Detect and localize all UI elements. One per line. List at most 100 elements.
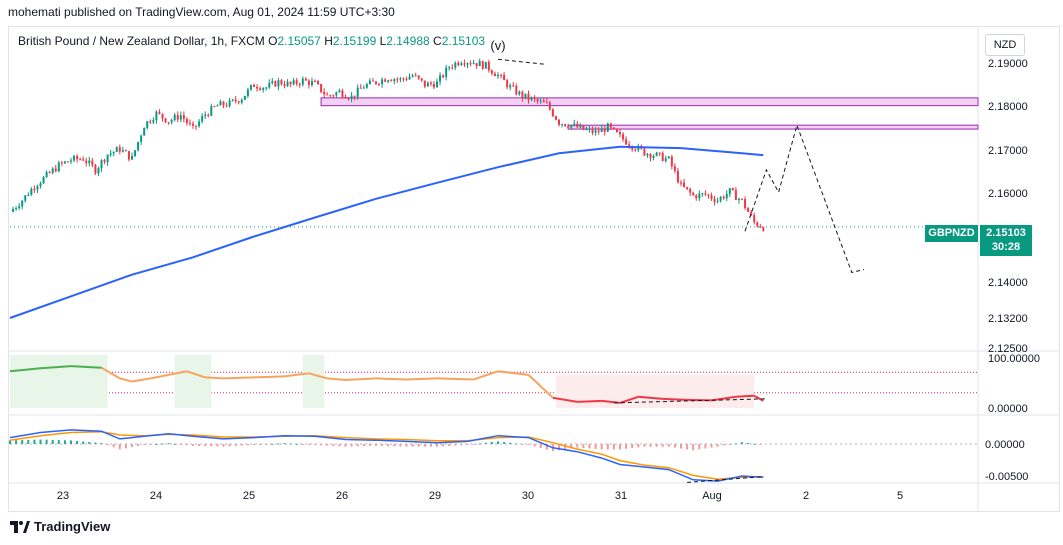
macd-histogram-bar (179, 444, 182, 445)
candle-body (307, 80, 310, 86)
candle-body (622, 134, 625, 140)
candle-body (722, 197, 725, 199)
macd-histogram-bar (356, 444, 359, 447)
candle-body (423, 80, 426, 87)
candle-body (222, 101, 225, 106)
candle-body (237, 101, 240, 103)
candle-body (612, 127, 615, 129)
macd-histogram-bar (350, 444, 353, 447)
candle-body (597, 130, 600, 133)
candle-body (481, 61, 484, 69)
macd-histogram-bar (393, 444, 396, 447)
macd-histogram-bar (472, 444, 475, 445)
candle-body (466, 63, 469, 65)
oscillator-line (662, 397, 688, 401)
candles (10, 58, 925, 232)
chart-legend: British Pound / New Zealand Dollar, 1h, … (18, 34, 485, 48)
candle-body (82, 159, 85, 161)
candle-body (710, 195, 713, 199)
macd-histogram-bar (680, 444, 682, 449)
oscillator-line (577, 399, 602, 403)
candle-body (256, 87, 259, 89)
macd-histogram-bar (173, 443, 176, 445)
candle-body (12, 208, 15, 212)
candle-body (509, 85, 512, 88)
macd-histogram-bar (228, 444, 231, 447)
macd-histogram-bar (381, 444, 384, 446)
candle-body (704, 193, 707, 195)
price-tick-label: 2.13200 (988, 313, 1028, 325)
candle-body (460, 63, 463, 65)
oscillator-divergence-line (613, 398, 767, 404)
candle-body (576, 123, 579, 128)
candle-body (487, 61, 490, 71)
candle-body (234, 99, 237, 102)
macd-histogram-bar (460, 444, 463, 446)
candle-body (619, 132, 621, 135)
candle-body (225, 105, 228, 107)
last-price-tag: 2.15103 30:28 (980, 225, 1032, 256)
macd-histogram-bar (259, 444, 262, 445)
macd-histogram-bar (643, 444, 646, 447)
candle-body (567, 126, 570, 128)
candle-body (30, 188, 33, 196)
macd-histogram-bar (686, 444, 689, 450)
macd-histogram-bar (619, 444, 621, 450)
candle-body (176, 114, 179, 120)
macd-pane (9, 429, 978, 483)
candle-body (417, 75, 420, 79)
currency-selector[interactable]: NZD (985, 34, 1025, 56)
macd-histogram-bar (246, 444, 249, 446)
oscillator-tick-label: 100.00000 (988, 353, 1040, 365)
macd-histogram-bar (265, 444, 268, 445)
macd-histogram-bar (192, 444, 194, 446)
oscillator-line (473, 370, 499, 381)
macd-signal-line (9, 431, 764, 480)
candle-body (182, 115, 185, 120)
candle-body (317, 81, 320, 85)
candle-body (579, 125, 582, 128)
candle-body (106, 154, 109, 162)
macd-histogram-bar (167, 443, 170, 445)
oscillator-line (205, 376, 224, 380)
candle-body (63, 161, 66, 164)
candle-body (79, 159, 82, 161)
macd-histogram-bar (301, 444, 304, 445)
macd-histogram-bar (307, 444, 310, 445)
candle-body (414, 75, 417, 77)
tradingview-logo[interactable]: TradingView (10, 519, 110, 534)
candle-body (57, 162, 60, 172)
moving-average-layer (9, 145, 764, 319)
oscillator-line (284, 372, 310, 378)
macd-histogram-bar (33, 439, 36, 444)
candle-body (747, 208, 750, 212)
macd-histogram-bar (112, 444, 115, 448)
macd-histogram-bar (692, 444, 695, 451)
candle-body (33, 188, 36, 190)
macd-histogram-bar (753, 443, 756, 445)
macd-histogram-bar (63, 440, 66, 444)
candle-body (253, 84, 255, 88)
macd-histogram-bar (137, 444, 140, 447)
overbought-band (10, 355, 108, 408)
macd-histogram-bar (338, 444, 341, 447)
candle-body (387, 80, 390, 82)
candle-body (670, 156, 673, 167)
macd-histogram-bar (515, 443, 518, 445)
oscillator-line (223, 376, 255, 380)
projection-layer: (v) (490, 38, 865, 274)
candle-body (143, 128, 146, 136)
oscillator-line (119, 377, 133, 383)
candle-body (341, 90, 344, 97)
axes: 2.19000 2.18000 2.17000 2.16000 2.14000 2.132… (57, 58, 1040, 502)
macd-histogram-bar (118, 444, 121, 450)
candle-body (368, 80, 371, 85)
candle-body (744, 199, 747, 209)
candle-body (112, 151, 115, 154)
symbol-price-tag: GBPNZD (925, 225, 978, 242)
tradingview-brand: TradingView (34, 519, 111, 534)
candle-body (609, 123, 612, 128)
macd-histogram-bar (9, 440, 11, 444)
macd-histogram-bar (27, 439, 30, 444)
